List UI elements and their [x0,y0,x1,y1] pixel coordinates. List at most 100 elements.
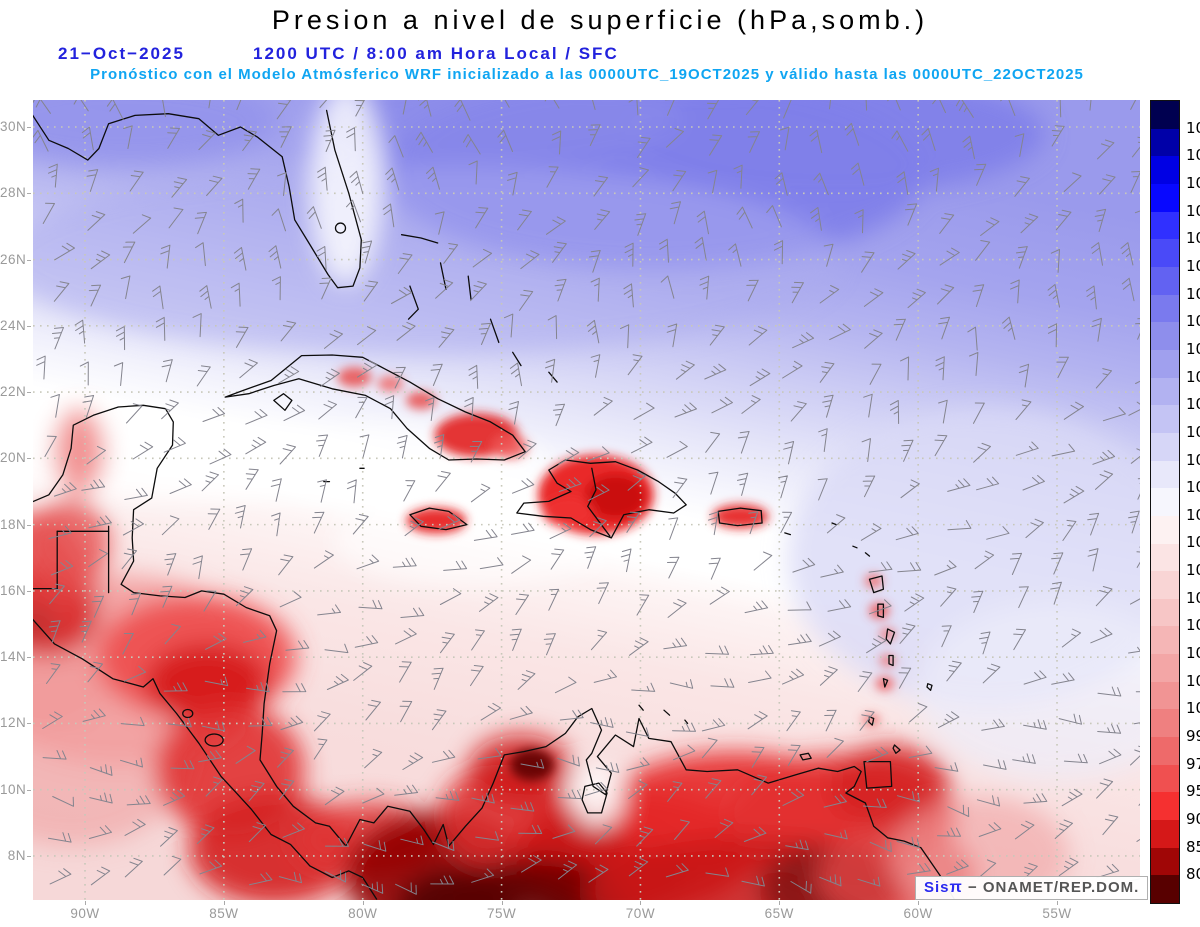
colorbar-segment [1151,792,1179,821]
lat-tick-label: 24N [0,317,27,333]
lat-tick [27,855,31,857]
shading-layer [33,100,1140,900]
colorbar-segment [1151,432,1179,461]
colorbar-tick-label: 1019 [1186,339,1200,358]
colorbar-segment [1151,488,1179,516]
colorbar-segment [1151,101,1179,129]
coastline-layer [33,109,955,900]
branding-source: ONAMET/REP.DOM. [982,879,1140,896]
forecast-note: Pronóstico con el Modelo Atmósferico WRF… [90,66,1084,83]
lat-tick-label: 16N [0,582,27,598]
lat-tick-label: 12N [0,715,27,731]
validity-line: 21−Oct−2025 1200 UTC / 8:00 am Hora Loca… [0,44,1200,64]
map-layers [33,100,1140,900]
lat-tick-label: 18N [0,516,27,532]
lon-tick [501,901,503,905]
lon-tick-label: 70W [625,906,656,921]
lon-tick [640,901,642,905]
colorbar-tick-label: 1018 [1186,367,1200,386]
colorbar-segment [1151,764,1179,793]
lat-tick [27,789,31,791]
lon-tick-label: 55W [1042,906,1072,921]
colorbar-tick-label: 1016 [1186,422,1200,441]
colorbar-segment [1151,543,1179,572]
lat-tick [27,723,31,725]
colorbar-segment [1151,875,1179,904]
colorbar-segment [1151,211,1179,240]
page-title: Presion a nivel de superficie (hPa,somb.… [271,5,929,35]
colorbar-segment [1151,294,1179,323]
colorbar-tick-label: 1035 [1186,173,1200,192]
colorbar-segment [1151,626,1179,655]
pressure-colorbar [1150,100,1180,904]
lat-tick [27,392,31,394]
lon-tick [85,901,86,905]
colorbar-segment [1151,239,1179,267]
lat-tick [27,259,31,261]
lon-tick [223,901,225,905]
colorbar-tick-label: 1022 [1186,284,1200,303]
valid-date: 21−Oct−2025 [58,44,185,63]
colorbar-tick-label: 1025 [1186,256,1200,275]
colorbar-segment [1151,654,1179,682]
colorbar-segment [1151,571,1179,599]
colorbar-segment [1151,847,1179,876]
colorbar-segment [1151,349,1179,378]
branding-app: Sis [924,879,950,896]
colorbar-tick-label: 950 [1186,782,1200,801]
colorbar-tick-label: 1004 [1186,644,1200,663]
lat-tick-label: 28N [0,185,27,201]
lat-tick [27,193,31,195]
colorbar-tick-label: 1008 [1186,588,1200,607]
grid-layer [33,100,1140,900]
lat-tick [27,325,31,327]
colorbar-segment [1151,515,1179,544]
colorbar-tick-label: 1012 [1186,533,1200,552]
lon-tick-label: 90W [70,906,100,921]
colorbar-tick-label: 1030 [1186,201,1200,220]
colorbar-segment [1151,322,1179,350]
lon-tick [779,901,781,905]
branding-badge: Sisπ − ONAMET/REP.DOM. [915,876,1149,900]
lat-tick-label: 14N [0,649,27,665]
wind-barbs-layer [33,100,1140,895]
colorbar-segment [1151,460,1179,489]
pressure-map-svg [33,100,1140,900]
colorbar-tick-label: 1017 [1186,395,1200,414]
colorbar-tick-label: 1010 [1186,561,1200,580]
branding-separator: − [967,879,978,896]
lat-tick [27,127,31,128]
colorbar-tick-label: 1015 [1186,450,1200,469]
colorbar-segment [1151,183,1179,212]
colorbar-tick-label: 970 [1186,754,1200,773]
valid-time: 1200 UTC / 8:00 am Hora Local / SFC [253,44,619,63]
colorbar-tick-label: 1000 [1186,699,1200,718]
lat-tick [27,657,31,659]
colorbar-tick-label: 1006 [1186,616,1200,635]
colorbar-tick-label: 1028 [1186,229,1200,248]
colorbar-tick-label: 850 [1186,837,1200,856]
lat-tick [27,524,31,526]
colorbar-tick-label: 990 [1186,727,1200,746]
lat-tick-label: 26N [0,251,27,267]
colorbar-segment [1151,156,1179,184]
colorbar-segment [1151,266,1179,295]
colorbar-tick-label: 1002 [1186,671,1200,690]
colorbar-tick-label: 1020 [1186,312,1200,331]
colorbar-tick-label: 1013 [1186,505,1200,524]
colorbar-segment [1151,681,1179,710]
colorbar-tick-label: 1014 [1186,478,1200,497]
colorbar-segment [1151,820,1179,848]
colorbar-segment [1151,405,1179,433]
colorbar-tick-label: 900 [1186,810,1200,829]
colorbar-segment [1151,598,1179,627]
lon-tick [1057,901,1059,905]
colorbar-segment [1151,377,1179,406]
colorbar-segment [1151,737,1179,765]
lon-tick-label: 80W [348,906,378,921]
colorbar-tick-label: 1040 [1186,146,1200,165]
pi-icon: π [949,879,963,896]
lat-tick-label: 30N [0,119,27,134]
lon-tick-label: 85W [209,906,239,921]
colorbar-tick-label: 1050 [1186,118,1200,137]
